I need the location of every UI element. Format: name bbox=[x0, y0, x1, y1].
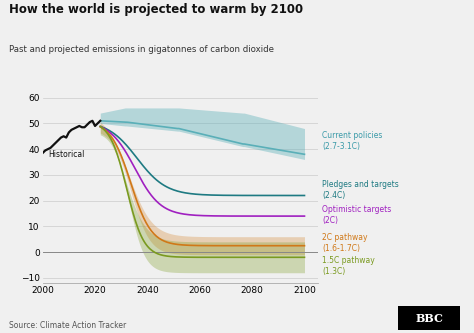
Text: 2C pathway
(1.6-1.7C): 2C pathway (1.6-1.7C) bbox=[322, 233, 368, 253]
Text: Current policies
(2.7-3.1C): Current policies (2.7-3.1C) bbox=[322, 131, 383, 152]
Text: Pledges and targets
(2.4C): Pledges and targets (2.4C) bbox=[322, 180, 399, 200]
Text: Historical: Historical bbox=[48, 150, 84, 159]
Text: How the world is projected to warm by 2100: How the world is projected to warm by 21… bbox=[9, 3, 304, 16]
Text: BBC: BBC bbox=[415, 312, 443, 324]
Text: Optimistic targets
(2C): Optimistic targets (2C) bbox=[322, 205, 392, 225]
Text: Source: Climate Action Tracker: Source: Climate Action Tracker bbox=[9, 321, 127, 330]
Text: 1.5C pathway
(1.3C): 1.5C pathway (1.3C) bbox=[322, 256, 375, 276]
Text: Past and projected emissions in gigatonnes of carbon dioxide: Past and projected emissions in gigatonn… bbox=[9, 45, 274, 54]
